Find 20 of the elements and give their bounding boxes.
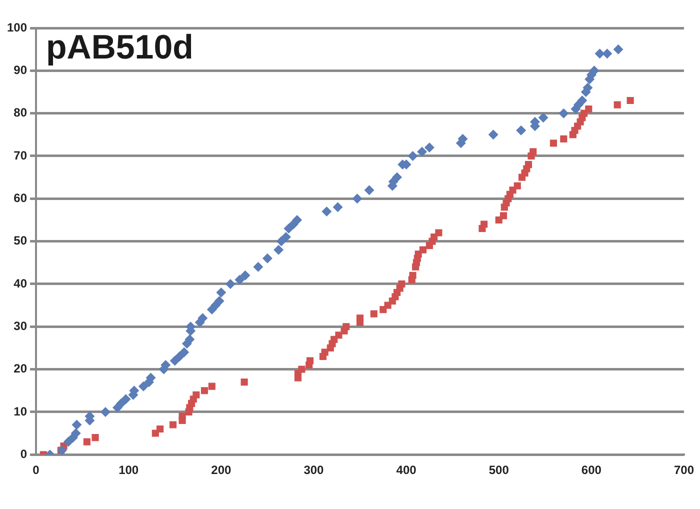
x-tick-label: 0 <box>32 463 40 478</box>
x-tick-label: 500 <box>488 463 510 478</box>
x-tick-label: 100 <box>118 463 139 478</box>
y-tick-label: 80 <box>14 106 28 120</box>
y-tick-label: 70 <box>14 148 28 162</box>
y-tick-label: 50 <box>14 234 28 248</box>
x-tick-label: 700 <box>674 463 694 478</box>
x-tick-label: 600 <box>581 463 602 478</box>
y-tick-label: 20 <box>14 362 28 376</box>
y-tick-label: 30 <box>14 318 28 333</box>
y-tick-label: 40 <box>14 276 28 290</box>
y-tick-label: 90 <box>14 62 28 77</box>
y-tick-label: 10 <box>14 404 28 418</box>
y-tick-label: 60 <box>14 190 28 205</box>
x-tick-label: 300 <box>304 463 324 478</box>
chart-title: pAB510d <box>46 28 194 66</box>
x-tick-label: 400 <box>396 463 417 478</box>
y-tick-label: 100 <box>6 20 28 34</box>
x-tick-label: 200 <box>211 463 232 478</box>
y-tick-label: 0 <box>20 446 28 461</box>
